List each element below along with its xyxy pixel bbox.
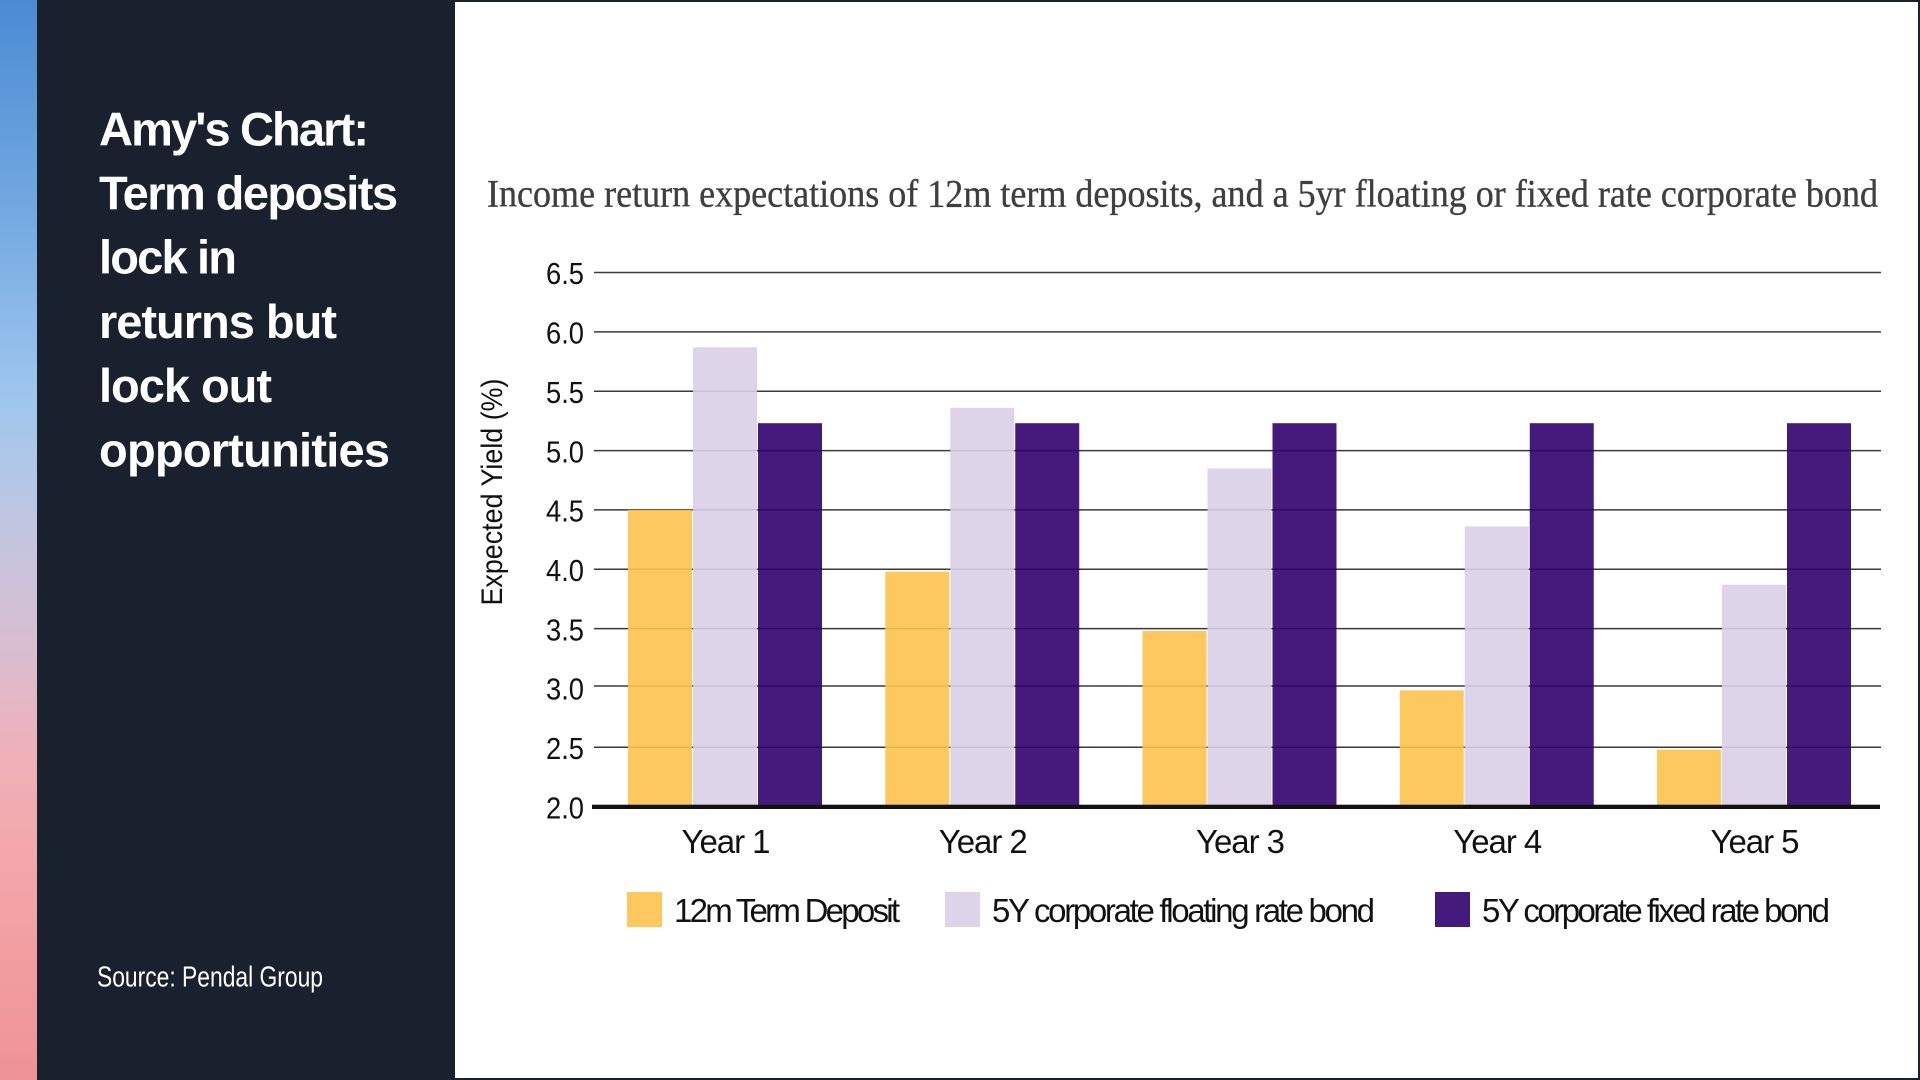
svg-text:6.5: 6.5 [546,256,584,291]
svg-text:3.5: 3.5 [546,612,584,647]
svg-text:4.0: 4.0 [546,553,584,588]
svg-text:Year 4: Year 4 [1453,823,1542,860]
svg-text:5.0: 5.0 [546,434,584,469]
svg-text:Amy's Chart:: Amy's Chart: [99,102,369,155]
svg-text:returns but: returns but [99,295,337,348]
svg-text:5.5: 5.5 [546,375,584,410]
svg-text:Year 3: Year 3 [1196,823,1285,860]
svg-text:3.0: 3.0 [546,672,584,707]
svg-text:Year 5: Year 5 [1711,823,1800,860]
svg-text:Income return expectations of: Income return expectations of 12m term d… [487,173,1878,216]
svg-text:5Y corporate floating rate bon: 5Y corporate floating rate bond [992,892,1375,929]
svg-text:Year 2: Year 2 [939,823,1028,860]
svg-text:Expected Yield (%): Expected Yield (%) [476,379,509,606]
svg-text:6.0: 6.0 [546,316,584,351]
svg-text:Term deposits: Term deposits [99,167,398,220]
svg-text:Source: Pendal Group: Source: Pendal Group [97,962,323,994]
svg-text:opportunities: opportunities [99,423,390,476]
svg-text:2.0: 2.0 [546,790,584,825]
svg-text:lock out: lock out [99,359,272,412]
svg-text:5Y corporate fixed rate bond: 5Y corporate fixed rate bond [1482,892,1830,929]
svg-text:12m Term Deposit: 12m Term Deposit [674,892,900,929]
svg-text:Year 1: Year 1 [682,823,771,860]
svg-text:2.5: 2.5 [546,731,584,766]
svg-text:4.5: 4.5 [546,494,584,529]
svg-text:lock in: lock in [99,231,237,284]
